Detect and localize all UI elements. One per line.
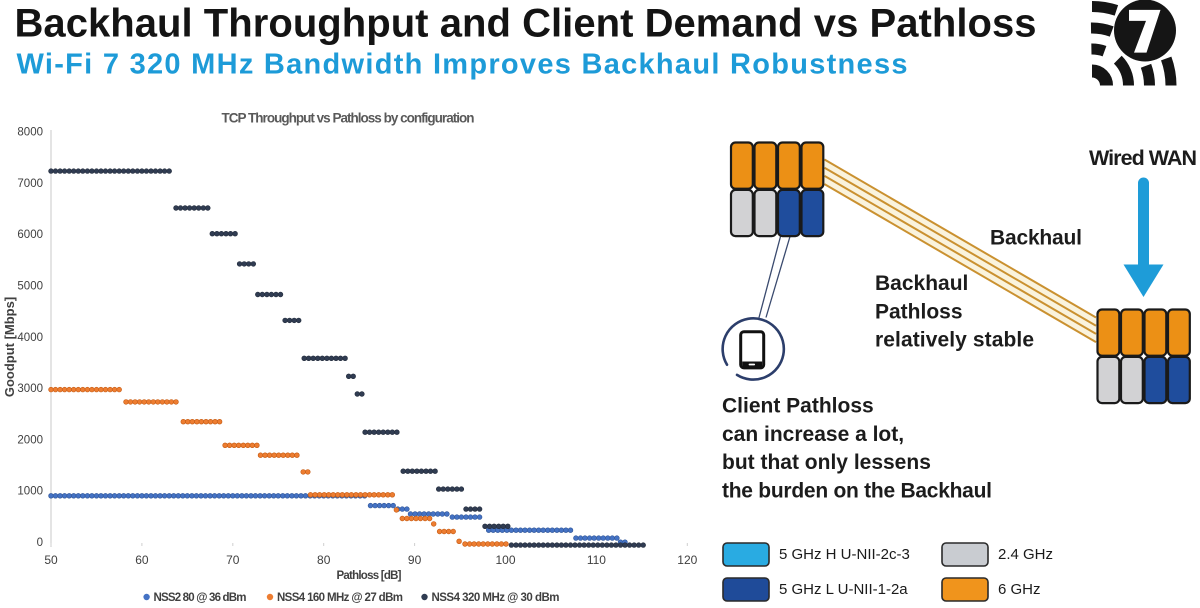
- svg-text:NSS4 160 MHz @ 27 dBm: NSS4 160 MHz @ 27 dBm: [277, 592, 403, 604]
- svg-text:Pathloss [dB]: Pathloss [dB]: [337, 570, 402, 582]
- svg-text:Pathloss: Pathloss: [875, 300, 963, 323]
- svg-text:90: 90: [408, 553, 422, 567]
- svg-text:Client Pathloss: Client Pathloss: [722, 395, 874, 418]
- svg-text:Backhaul: Backhaul: [875, 272, 968, 295]
- svg-text:6 GHz: 6 GHz: [998, 581, 1041, 598]
- svg-text:5000: 5000: [17, 281, 43, 293]
- svg-text:Wired WAN: Wired WAN: [1089, 146, 1197, 170]
- svg-text:80: 80: [317, 553, 331, 567]
- svg-text:Backhaul Throughput and Client: Backhaul Throughput and Client Demand vs…: [15, 2, 1037, 46]
- svg-text:relatively stable: relatively stable: [875, 329, 1034, 352]
- svg-text:3000: 3000: [17, 383, 43, 395]
- svg-text:TCP Throughput vs Pathloss by: TCP Throughput vs Pathloss by configurat…: [222, 111, 475, 126]
- svg-text:120: 120: [677, 553, 697, 567]
- svg-text:5 GHz L U-NII-1-2a: 5 GHz L U-NII-1-2a: [779, 581, 908, 598]
- svg-text:50: 50: [44, 553, 58, 567]
- svg-text:0: 0: [37, 537, 43, 549]
- svg-text:NSS2 80 @ 36 dBm: NSS2 80 @ 36 dBm: [154, 592, 247, 604]
- svg-text:Goodput [Mbps]: Goodput [Mbps]: [2, 297, 17, 397]
- svg-text:5 GHz H U-NII-2c-3: 5 GHz H U-NII-2c-3: [779, 546, 910, 563]
- svg-text:60: 60: [135, 553, 149, 567]
- svg-text:8000: 8000: [17, 127, 43, 139]
- svg-text:NSS4 320 MHz @ 30 dBm: NSS4 320 MHz @ 30 dBm: [432, 592, 560, 604]
- svg-text:1000: 1000: [17, 486, 43, 498]
- svg-text:2.4 GHz: 2.4 GHz: [998, 546, 1053, 563]
- svg-text:7000: 7000: [17, 178, 43, 190]
- svg-text:but that only lessens: but that only lessens: [722, 451, 931, 474]
- svg-text:100: 100: [495, 553, 515, 567]
- svg-text:Wi-Fi 7 320 MHz Bandwidth Impr: Wi-Fi 7 320 MHz Bandwidth Improves Backh…: [17, 49, 908, 81]
- svg-text:Backhaul: Backhaul: [990, 227, 1082, 250]
- svg-text:2000: 2000: [17, 434, 43, 446]
- svg-text:the burden on the Backhaul: the burden on the Backhaul: [722, 480, 992, 503]
- svg-text:can increase a lot,: can increase a lot,: [722, 423, 904, 446]
- svg-text:110: 110: [587, 553, 606, 567]
- svg-text:6000: 6000: [17, 229, 43, 241]
- svg-text:70: 70: [226, 553, 240, 567]
- svg-text:4000: 4000: [17, 332, 43, 344]
